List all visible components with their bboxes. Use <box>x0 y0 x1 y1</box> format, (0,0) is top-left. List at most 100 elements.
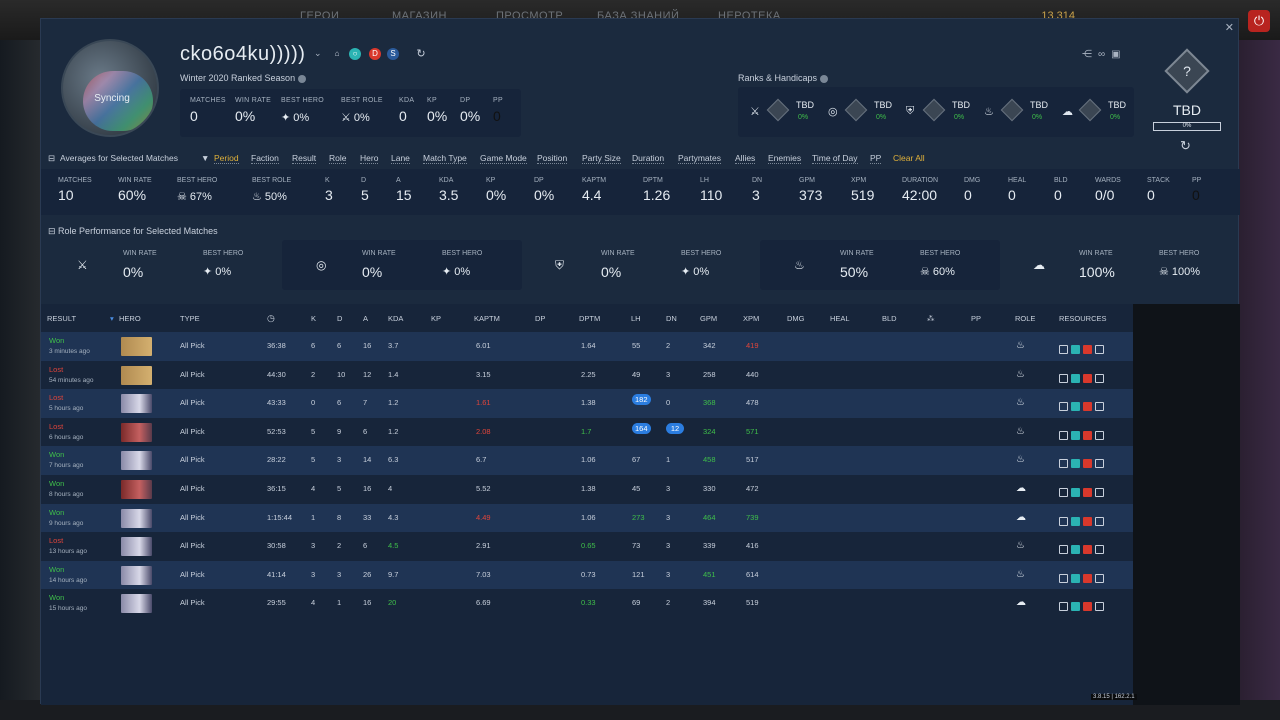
opendota-icon[interactable] <box>1071 459 1080 469</box>
home-icon[interactable] <box>1059 345 1068 354</box>
copy-icon[interactable] <box>1095 488 1104 497</box>
dotabuff-icon[interactable] <box>1083 459 1092 469</box>
copy-icon[interactable] <box>1095 402 1104 412</box>
clock-icon[interactable]: ◷ <box>267 313 275 323</box>
copy-icon[interactable] <box>1095 430 1104 440</box>
home-icon[interactable] <box>1059 602 1068 612</box>
col-xpm[interactable]: XPM <box>743 314 760 323</box>
col-gpm[interactable]: GPM <box>700 314 718 323</box>
dotabuff-icon[interactable] <box>1083 516 1092 526</box>
filter-partymates[interactable]: Partymates <box>678 153 721 164</box>
clear-all-button[interactable]: Clear All <box>893 153 925 163</box>
col-kaptm[interactable]: KAPTM <box>474 314 500 323</box>
col-dmg[interactable]: DMG <box>787 314 805 323</box>
info-icon[interactable] <box>298 74 307 83</box>
filter-funnel-icon[interactable]: ▼ <box>201 153 210 163</box>
dotabuff-icon[interactable] <box>1083 545 1092 555</box>
table-row[interactable]: Won 15 hours ago All Pick 29:55 4 1 16 20 6.69 0.… <box>41 589 1133 618</box>
image-icon[interactable]: ▣ <box>1111 49 1127 60</box>
col-hero[interactable]: HERO <box>119 314 141 323</box>
filter-hero[interactable]: Hero <box>360 153 379 164</box>
dotabuff-icon[interactable] <box>1083 402 1092 412</box>
col-dptm[interactable]: DPTM <box>579 314 601 323</box>
opendota-icon[interactable] <box>1071 402 1080 412</box>
share-icon[interactable]: ⋲ <box>1082 49 1098 60</box>
filter-match-type[interactable]: Match Type <box>423 153 467 164</box>
opendota-icon[interactable] <box>1071 602 1080 612</box>
hero-portrait[interactable] <box>121 365 152 385</box>
hero-portrait[interactable] <box>121 565 152 585</box>
col-a[interactable]: A <box>363 314 369 323</box>
table-row[interactable]: Won 7 hours ago All Pick 28:22 5 3 14 6.3 6.7 1.0… <box>41 446 1133 475</box>
info-icon[interactable] <box>820 74 829 83</box>
table-row[interactable]: Won 8 hours ago All Pick 36:15 4 5 16 4 5.52 1.38… <box>41 475 1133 504</box>
table-row[interactable]: Lost 54 minutes ago All Pick 44:30 2 10 12 1.4 3… <box>41 361 1133 390</box>
filter-party-size[interactable]: Party Size <box>582 153 621 164</box>
copy-icon[interactable] <box>1095 573 1104 583</box>
opendota-icon[interactable] <box>1071 545 1080 555</box>
copy-icon[interactable] <box>1095 602 1104 612</box>
dotabuff-icon[interactable]: D <box>369 48 381 60</box>
home-icon[interactable] <box>1059 430 1068 440</box>
sort-icon[interactable]: ▾ <box>110 314 114 323</box>
opendota-icon[interactable] <box>1071 373 1080 383</box>
hero-portrait[interactable] <box>121 451 152 471</box>
filter-faction[interactable]: Faction <box>251 153 279 164</box>
dotabuff-icon[interactable] <box>1083 488 1092 497</box>
col-heal[interactable]: HEAL <box>830 314 850 323</box>
col-resources[interactable]: RESOURCES <box>1059 314 1107 323</box>
filter-allies[interactable]: Allies <box>735 153 756 164</box>
copy-icon[interactable] <box>1095 373 1104 383</box>
home-icon[interactable] <box>1059 545 1068 555</box>
col-bld[interactable]: BLD <box>882 314 897 323</box>
collapse-icon[interactable]: ⊟ <box>48 153 56 163</box>
col-type[interactable]: TYPE <box>180 314 200 323</box>
col-dp[interactable]: DP <box>535 314 546 323</box>
col-k[interactable]: K <box>311 314 317 323</box>
hero-portrait[interactable] <box>121 337 152 356</box>
home-icon[interactable] <box>1059 516 1068 526</box>
opendota-icon[interactable] <box>1071 488 1080 497</box>
dotabuff-icon[interactable] <box>1083 573 1092 583</box>
col-result[interactable]: RESULT <box>47 314 77 323</box>
hero-portrait[interactable] <box>121 480 152 499</box>
filter-enemies[interactable]: Enemies <box>768 153 802 164</box>
opendota-icon[interactable] <box>1071 430 1080 440</box>
filter-pp[interactable]: PP <box>870 153 882 164</box>
col-dn[interactable]: DN <box>666 314 677 323</box>
power-icon[interactable]: ⏻ <box>1248 10 1270 32</box>
filter-role[interactable]: Role <box>329 153 347 164</box>
dotabuff-icon[interactable] <box>1083 345 1092 354</box>
filter-lane[interactable]: Lane <box>391 153 410 164</box>
link-icon[interactable]: ∞ <box>1098 49 1112 60</box>
filter-result[interactable]: Result <box>292 153 317 164</box>
col-lh[interactable]: LH <box>631 314 641 323</box>
filter-position[interactable]: Position <box>537 153 568 164</box>
home-icon[interactable] <box>1059 488 1068 497</box>
copy-icon[interactable] <box>1095 345 1104 354</box>
col-kp[interactable]: KP <box>431 314 442 323</box>
table-row[interactable]: Lost 13 hours ago All Pick 30:58 3 2 6 4.5 2.91 0… <box>41 532 1133 561</box>
rank-refresh-icon[interactable]: ↻ <box>1180 138 1191 153</box>
copy-icon[interactable] <box>1095 545 1104 555</box>
steam-icon[interactable]: S <box>387 48 399 60</box>
chevron-down-icon[interactable]: ⌄ <box>314 48 322 58</box>
table-row[interactable]: Won 9 hours ago All Pick 1:15:44 1 8 33 4.3 4.49… <box>41 503 1133 533</box>
hero-portrait[interactable] <box>121 537 152 557</box>
filter-duration[interactable]: Duration <box>632 153 665 164</box>
dotabuff-icon[interactable] <box>1083 602 1092 612</box>
hero-portrait[interactable] <box>121 394 152 414</box>
table-row[interactable]: Won 14 hours ago All Pick 41:14 3 3 26 9.7 7.03 0… <box>41 560 1133 590</box>
home-icon[interactable]: ⌂ <box>334 49 340 58</box>
collapse-icon[interactable]: ⊟ <box>48 226 59 236</box>
home-icon[interactable] <box>1059 373 1068 383</box>
copy-icon[interactable] <box>1095 516 1104 526</box>
hero-portrait[interactable] <box>121 422 152 442</box>
opendota-icon[interactable] <box>1071 516 1080 526</box>
col-wards-icon[interactable]: ⁂ <box>927 314 935 323</box>
refresh-icon[interactable]: ↻ <box>416 48 426 60</box>
table-row[interactable]: Won 3 minutes ago All Pick 36:38 6 6 16 3.7 6.01… <box>41 332 1133 361</box>
opendota-icon[interactable] <box>1071 573 1080 583</box>
home-icon[interactable] <box>1059 402 1068 412</box>
col-d[interactable]: D <box>337 314 343 323</box>
